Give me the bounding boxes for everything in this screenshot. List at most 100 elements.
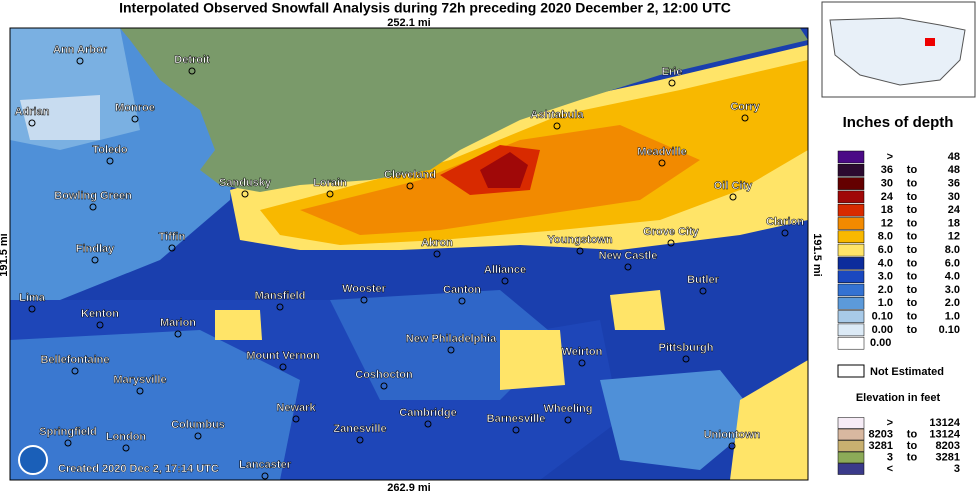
scale-left: 191.5 mi [0, 233, 10, 276]
city-label: Grove City [643, 226, 700, 238]
city-label: Findlay [76, 243, 115, 255]
legend-high: 30 [948, 191, 960, 203]
map-frame [9, 27, 809, 481]
city-label: Barnesville [487, 413, 546, 425]
legend-low: 18 [881, 204, 893, 216]
map [10, 28, 808, 480]
legend-sep: to [907, 178, 918, 190]
city-label: Sandusky [219, 177, 272, 189]
legend-sep: to [907, 164, 918, 176]
legend-high: 36 [948, 178, 960, 190]
legend-sep: to [907, 324, 918, 336]
city-dot [729, 193, 737, 201]
city-label: Clarion [766, 216, 804, 228]
legend-swatch [837, 230, 865, 244]
inset-us [829, 17, 966, 86]
scale-top: 252.1 mi [387, 17, 430, 29]
city-dot [447, 346, 455, 354]
legend-sep: to [907, 271, 918, 283]
city-dot [131, 115, 139, 123]
city-dot [741, 114, 749, 122]
city-label: Wooster [342, 283, 387, 295]
city-label: Oil City [714, 180, 753, 192]
legend-high: 0.10 [939, 324, 960, 336]
city-label: Youngstown [547, 234, 612, 246]
city-dot [512, 426, 520, 434]
legend-low: 30 [881, 178, 893, 190]
scale-right: 191.5 mi [811, 233, 823, 276]
legend-sep: to [907, 428, 918, 440]
city-label: Ann Arbor [53, 44, 108, 56]
logo [18, 445, 48, 475]
legend-sep: to [907, 217, 918, 229]
legend-swatch [837, 283, 865, 297]
city-label: Mount Vernon [246, 350, 320, 362]
legend-swatch [837, 203, 865, 217]
legend-sep: to [907, 311, 918, 323]
legend-high: 3 [954, 463, 960, 475]
city-label: Mansfield [255, 290, 306, 302]
city-dot [458, 297, 466, 305]
legend-high: 2.0 [945, 297, 960, 309]
legend-sep: to [907, 257, 918, 269]
not-estimated: Not Estimated [870, 366, 944, 378]
city-dot [658, 159, 666, 167]
city-dot [433, 250, 441, 258]
city-label: Columbus [171, 419, 225, 431]
city-dot [28, 305, 36, 313]
city-dot [667, 239, 675, 247]
city-label: Lorain [313, 177, 347, 189]
city-dot [564, 416, 572, 424]
city-label: Lima [19, 292, 46, 304]
city-dot [699, 287, 707, 295]
city-label: Newark [276, 402, 316, 414]
legend-sep: to [907, 204, 918, 216]
legend-low: 3 [887, 451, 893, 463]
city-dot [668, 79, 676, 87]
legend-swatch [837, 323, 865, 337]
city-dot [501, 277, 509, 285]
city-label: Zanesville [333, 423, 386, 435]
city-dot [106, 157, 114, 165]
legend-low: 24 [881, 191, 894, 203]
city-dot [261, 472, 269, 480]
city-dot [624, 263, 632, 271]
city-label: Uniontown [704, 429, 761, 441]
city-label: New Castle [599, 250, 658, 262]
legend-swatch [837, 270, 865, 283]
legend-low: 1.0 [878, 297, 893, 309]
legend-low: 0.00 [872, 324, 893, 336]
city-label: Detroit [174, 54, 210, 66]
city-label: Toledo [92, 144, 128, 156]
city-dot [682, 355, 690, 363]
city-dot [279, 363, 287, 371]
city-label: Kenton [81, 308, 119, 320]
legend-low: 36 [881, 164, 893, 176]
legend-swatch [837, 190, 865, 204]
city-dot [96, 321, 104, 329]
city-label: Adrian [15, 106, 50, 118]
city-dot [553, 122, 561, 130]
city-label: Canton [443, 284, 481, 296]
city-label: Erie [662, 66, 683, 78]
city-dot [728, 442, 736, 450]
city-label: Marysville [113, 374, 166, 386]
city-label: Cleveland [384, 169, 436, 181]
city-label: Tiffin [159, 231, 186, 243]
city-dot [76, 57, 84, 65]
legend-title: Inches of depth [843, 114, 954, 131]
legend-swatch [837, 451, 865, 464]
legend-swatch [837, 243, 865, 257]
legend-swatch [837, 164, 865, 177]
legend-high: 4.0 [945, 271, 960, 283]
legend-low: < [887, 463, 893, 475]
legend-swatch [837, 336, 865, 350]
city-label: New Philadelphia [406, 333, 497, 345]
legend-swatch [837, 257, 865, 270]
legend-swatch [837, 440, 865, 452]
city-label: Pittsburgh [659, 342, 714, 354]
legend-low: > [887, 417, 893, 429]
city-dot [89, 203, 97, 211]
city-dot [28, 119, 36, 127]
